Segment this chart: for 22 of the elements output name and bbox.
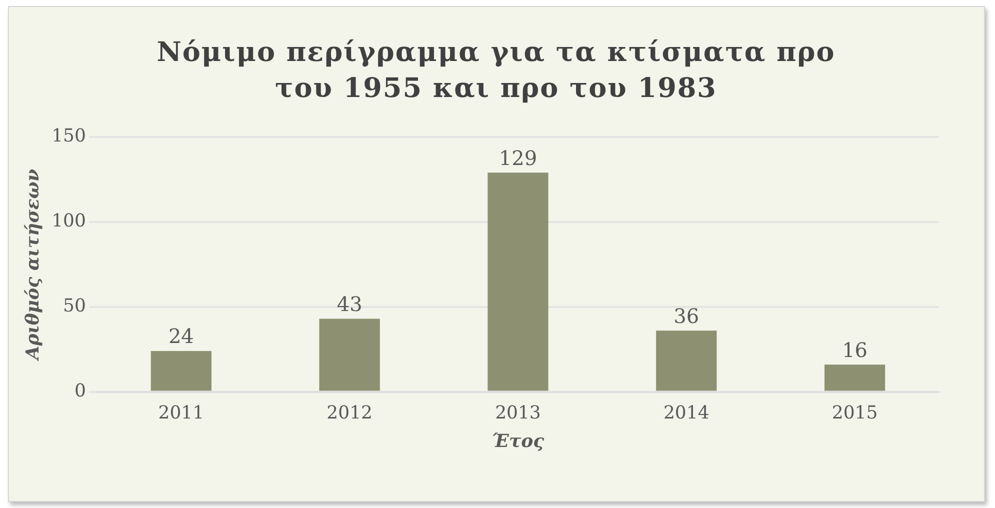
bar xyxy=(824,364,886,391)
y-tick-label: 50 xyxy=(63,296,86,317)
y-tick-label: 100 xyxy=(52,210,86,232)
data-label: 24 xyxy=(168,324,194,348)
data-label: 16 xyxy=(842,338,868,362)
x-tick-label: 2014 xyxy=(663,402,710,424)
chart-title: Νόμιμο περίγραμμα για τα κτίσματα προ του 1955 και προ του 1983 xyxy=(156,36,836,106)
data-label: 43 xyxy=(336,292,362,316)
y-tick-label: 150 xyxy=(52,126,86,147)
bar xyxy=(656,330,717,391)
x-tick-label: 2011 xyxy=(158,402,204,424)
bar xyxy=(150,351,212,391)
x-tick-label: 2013 xyxy=(495,402,541,424)
y-tick-label: 0 xyxy=(74,380,86,402)
bar xyxy=(488,172,548,391)
x-axis-title: Έτος xyxy=(492,430,544,452)
y-axis-title: Αριθμός αιτήσεων xyxy=(22,168,44,362)
bar xyxy=(319,318,380,391)
x-tick-label: 2015 xyxy=(832,402,878,424)
data-label: 129 xyxy=(498,146,538,170)
x-tick-label: 2012 xyxy=(326,402,372,424)
data-label: 36 xyxy=(674,304,700,328)
